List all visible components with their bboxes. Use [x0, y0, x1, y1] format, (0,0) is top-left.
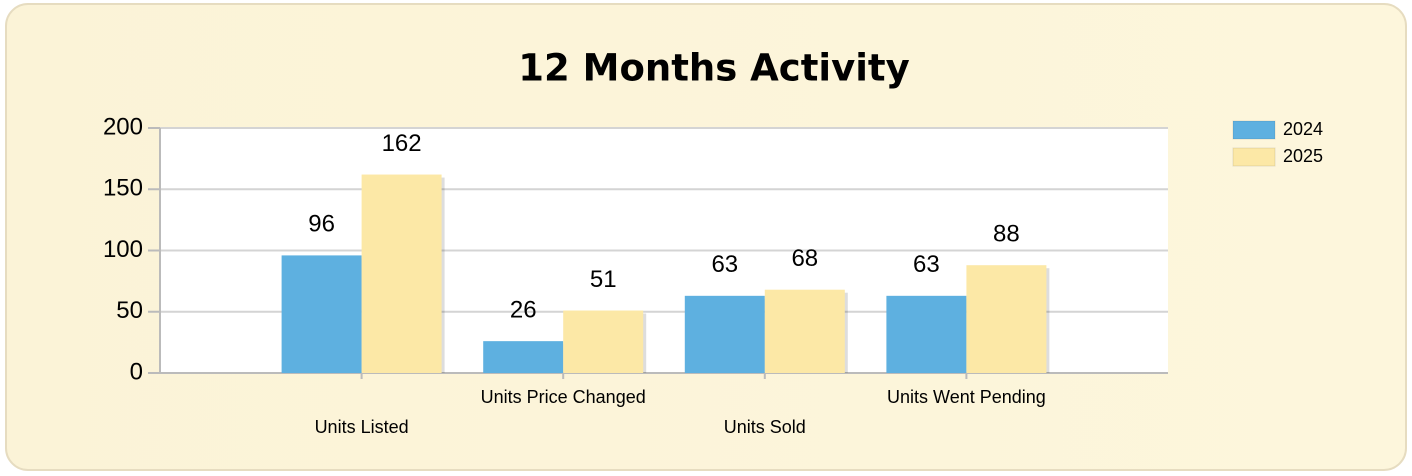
bar: [764, 289, 845, 373]
value-label: 26: [510, 296, 537, 323]
value-label: 63: [913, 251, 940, 278]
value-label: 88: [993, 221, 1020, 248]
y-tick-label: 0: [130, 358, 143, 385]
value-label: 96: [308, 211, 335, 238]
bar: [966, 265, 1047, 373]
y-tick-label: 150: [103, 175, 143, 202]
bar: [684, 295, 765, 373]
legend-swatch: [1232, 147, 1276, 167]
legend-label: 2024: [1283, 119, 1323, 139]
bar: [886, 295, 967, 373]
x-tick-label: Units Sold: [724, 417, 806, 437]
chart-title: 12 Months Activity: [518, 47, 909, 90]
value-label: 51: [590, 266, 617, 293]
x-tick-label: Units Went Pending: [887, 387, 1046, 407]
y-tick-label: 50: [116, 297, 143, 324]
legend-swatch: [1232, 120, 1276, 140]
value-label: 68: [791, 245, 818, 272]
x-tick-label: Units Listed: [315, 417, 409, 437]
bar: [281, 255, 362, 373]
bar: [563, 310, 644, 373]
value-label: 63: [711, 251, 738, 278]
x-tick-label: Units Price Changed: [481, 387, 646, 407]
y-tick-label: 200: [103, 113, 143, 140]
bar: [361, 174, 442, 373]
y-tick-label: 100: [103, 236, 143, 263]
bar: [483, 341, 564, 373]
value-label: 162: [382, 130, 422, 157]
legend-label: 2025: [1283, 146, 1323, 166]
